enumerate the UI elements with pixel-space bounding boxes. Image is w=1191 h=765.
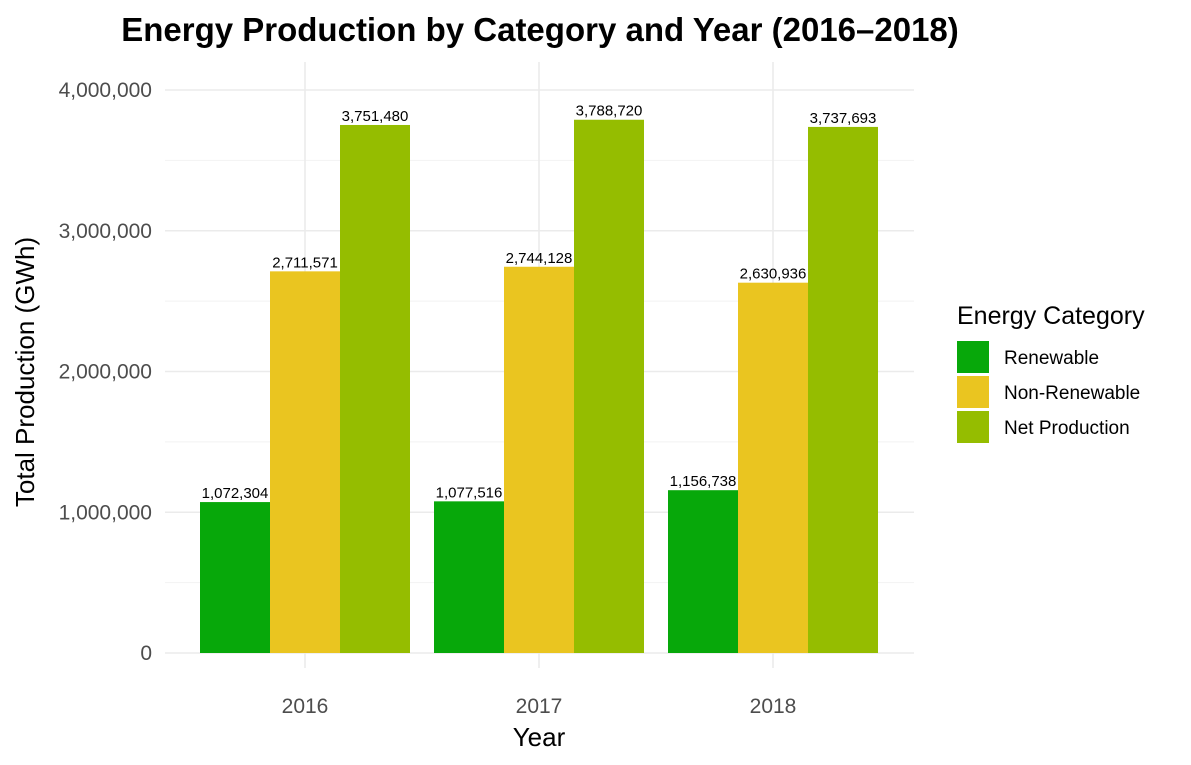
y-tick-label: 1,000,000	[59, 501, 152, 524]
x-axis-title: Year	[513, 722, 566, 752]
x-axis-ticks: 2016 2017 2018	[282, 695, 797, 718]
x-tick-label: 2016	[282, 695, 329, 718]
data-label: 1,156,738	[670, 473, 737, 490]
legend-label: Renewable	[1004, 348, 1099, 369]
data-label: 2,711,571	[272, 254, 338, 271]
bar-renewable-2016	[200, 502, 270, 653]
legend: Energy Category Renewable Non-Renewable Ne…	[957, 302, 1145, 443]
bar-renewable-2017	[434, 501, 504, 653]
bar-renewable-2018	[668, 490, 738, 653]
bar-non-renewable-2017	[504, 266, 574, 653]
x-tick-label: 2018	[750, 695, 797, 718]
x-tick-label: 2017	[516, 695, 563, 718]
data-label: 3,737,693	[810, 110, 877, 127]
y-tick-label: 3,000,000	[59, 220, 152, 243]
legend-label: Net Production	[1004, 418, 1130, 439]
y-axis-ticks: 0 1,000,000 2,000,000 3,000,000 4,000,000	[59, 79, 152, 665]
data-label: 2,744,128	[506, 250, 573, 267]
bar-net-production-2016	[340, 124, 410, 653]
y-tick-label: 4,000,000	[59, 79, 152, 102]
legend-title: Energy Category	[957, 302, 1145, 330]
y-tick-label: 0	[140, 642, 152, 665]
y-axis-title: Total Production (GWh)	[10, 237, 40, 507]
bars	[200, 119, 878, 654]
bar-net-production-2017	[574, 119, 644, 653]
legend-key-renewable	[957, 341, 989, 373]
bar-non-renewable-2018	[738, 282, 808, 653]
data-label: 1,072,304	[202, 485, 269, 502]
y-tick-label: 2,000,000	[59, 361, 152, 384]
legend-label: Non-Renewable	[1004, 383, 1140, 404]
data-labels: 1,072,304 2,711,571 3,751,480 1,077,516 2,74…	[202, 103, 877, 502]
bar-net-production-2018	[808, 126, 878, 654]
data-label: 3,788,720	[576, 103, 643, 120]
data-label: 1,077,516	[436, 484, 503, 501]
chart-title: Energy Production by Category and Year (…	[121, 11, 959, 48]
bar-non-renewable-2016	[270, 271, 340, 653]
data-label: 3,751,480	[342, 108, 409, 125]
data-label: 2,630,936	[740, 266, 807, 283]
legend-key-net-production	[957, 411, 989, 443]
legend-key-non-renewable	[957, 376, 989, 408]
